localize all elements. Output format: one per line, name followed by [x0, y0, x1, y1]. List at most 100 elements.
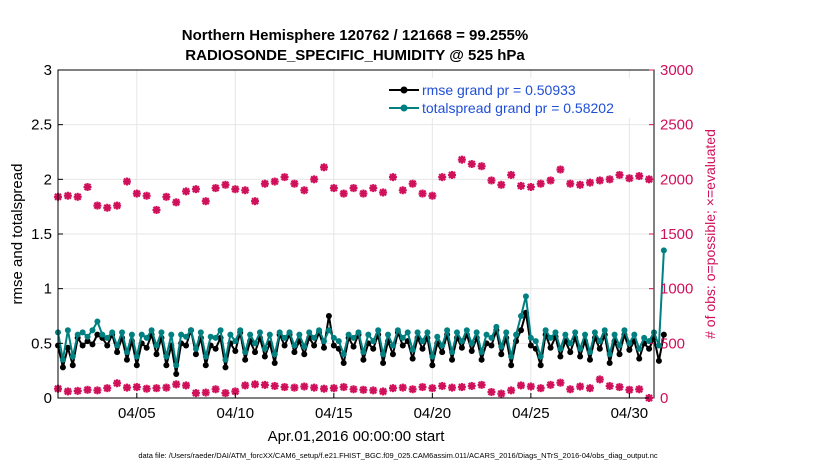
evaluated-obs-marker — [507, 170, 516, 179]
rmse-point — [537, 362, 544, 369]
evaluated-obs-marker — [615, 170, 624, 179]
possible-obs-marker — [329, 384, 338, 393]
spread-point — [178, 331, 185, 338]
spread-point — [631, 331, 638, 338]
spread-point — [311, 334, 318, 341]
x-tick-label: 04/30 — [611, 405, 649, 422]
spread-point — [128, 331, 135, 338]
spread-point — [59, 356, 66, 363]
spread-point — [173, 362, 180, 369]
possible-obs-marker — [132, 383, 141, 392]
rmse-point — [389, 351, 396, 358]
possible-obs-marker — [211, 385, 220, 394]
y-right-tick-label: 0 — [660, 390, 668, 407]
y-left-tick-label: 1.5 — [31, 226, 52, 243]
evaluated-obs-marker — [191, 185, 200, 194]
possible-obs-marker — [93, 386, 102, 395]
rmse-point — [660, 331, 667, 338]
evaluated-obs-marker — [231, 185, 240, 194]
evaluated-obs-marker — [270, 177, 279, 186]
possible-obs-marker — [428, 384, 437, 393]
spread-point — [74, 331, 81, 338]
rmse-point — [488, 342, 495, 349]
evaluated-obs-marker — [113, 201, 122, 210]
possible-obs-marker — [339, 383, 348, 392]
rmse-point — [409, 355, 416, 362]
evaluated-obs-marker — [300, 186, 309, 195]
rmse-point — [133, 362, 140, 369]
possible-obs-marker — [152, 384, 161, 393]
evaluated-obs-marker — [556, 165, 565, 174]
spread-point — [380, 351, 387, 358]
spread-point — [429, 353, 436, 360]
spread-point — [409, 346, 416, 353]
spread-point — [207, 333, 214, 340]
rmse-point — [360, 356, 367, 363]
spread-point — [296, 331, 303, 338]
spread-point — [320, 338, 327, 345]
spread-point — [79, 329, 86, 336]
possible-obs-marker — [113, 379, 122, 388]
spread-point — [192, 345, 199, 352]
spread-point — [596, 338, 603, 345]
evaluated-obs-marker — [477, 162, 486, 171]
rmse-point — [192, 351, 199, 358]
rmse-point — [79, 342, 86, 349]
spread-point — [399, 334, 406, 341]
possible-obs-marker — [388, 384, 397, 393]
rmse-point — [606, 360, 613, 367]
evaluated-obs-marker — [566, 179, 575, 188]
y-left-tick-label: 1 — [44, 281, 52, 298]
spread-point — [345, 331, 352, 338]
y-left-tick-label: 0 — [44, 390, 52, 407]
rmse-point — [242, 356, 249, 363]
spread-point — [291, 342, 298, 349]
spread-point — [444, 327, 451, 334]
possible-obs-marker — [241, 381, 250, 390]
spread-line — [57, 250, 665, 367]
spread-point — [483, 331, 490, 338]
evaluated-obs-marker — [457, 155, 466, 164]
spread-point — [266, 331, 273, 338]
possible-obs-marker — [566, 385, 575, 394]
spread-point — [414, 329, 421, 336]
spread-point — [197, 329, 204, 336]
spread-point — [582, 331, 589, 338]
evaluated-obs-marker — [546, 176, 555, 185]
rmse-point — [458, 344, 465, 351]
rmse-point — [468, 347, 475, 354]
evaluated-obs-marker — [122, 177, 131, 186]
spread-point — [660, 247, 667, 254]
rmse-point — [271, 360, 278, 367]
evaluated-obs-marker — [241, 186, 250, 195]
chart-title-line2: RADIOSONDE_SPECIFIC_HUMIDITY @ 525 hPa — [185, 47, 525, 64]
spread-point — [153, 342, 160, 349]
evaluated-obs-marker — [73, 192, 82, 201]
spread-point — [562, 331, 569, 338]
spread-point — [69, 353, 76, 360]
spread-point — [508, 353, 515, 360]
spread-point — [252, 340, 259, 347]
legend: rmse grand pr = 0.50933 totalspread gran… — [384, 78, 646, 118]
spread-point — [143, 334, 150, 341]
rmse-point — [498, 351, 505, 358]
spread-point — [375, 327, 382, 334]
spread-point — [463, 327, 470, 334]
evaluated-obs-marker — [93, 201, 102, 210]
spread-point — [537, 353, 544, 360]
spread-point — [84, 333, 91, 340]
possible-obs-marker — [576, 382, 585, 391]
possible-obs-marker — [300, 382, 309, 391]
possible-obs-marker — [231, 387, 240, 396]
y-axis-left: 0 0.5 1 1.5 2 2.5 3 — [31, 62, 63, 407]
evaluated-obs-marker — [349, 184, 358, 193]
possible-obs-marker — [615, 383, 624, 392]
rmse-point — [84, 338, 91, 345]
spread-point — [168, 331, 175, 338]
evaluated-obs-marker — [379, 188, 388, 197]
spread-point — [478, 349, 485, 356]
spread-point — [586, 349, 593, 356]
spread-point — [577, 345, 584, 352]
legend-rmse-marker — [400, 86, 408, 94]
possible-obs-marker — [635, 385, 644, 394]
